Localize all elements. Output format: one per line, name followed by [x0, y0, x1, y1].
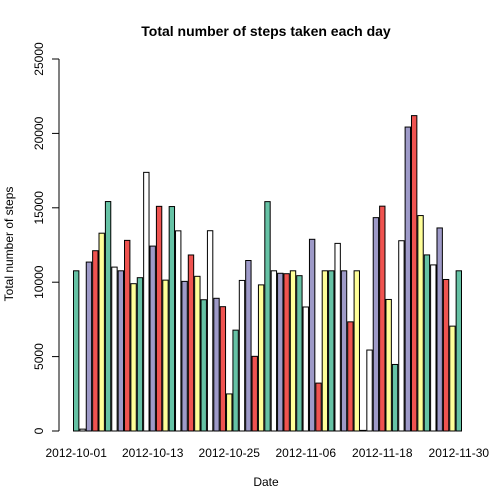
bar-2012-10-11 — [136, 277, 144, 432]
bar-2012-11-12 — [340, 270, 348, 432]
bar-2012-11-19 — [385, 298, 392, 432]
y-tick-label: 25000 — [32, 42, 46, 76]
bar-2012-10-15 — [162, 279, 169, 432]
bar-2012-11-17 — [372, 217, 380, 432]
bar-2012-10-04 — [92, 250, 99, 432]
bar-2012-10-30 — [257, 284, 265, 432]
bar-2012-10-29 — [251, 355, 258, 432]
bar-2012-11-15 — [359, 429, 367, 432]
bar-2012-10-20 — [194, 275, 201, 432]
bar-2012-10-02 — [79, 428, 86, 432]
bar-2012-11-11 — [334, 242, 341, 432]
y-axis: 0 5000 10000 15000 20000 25000 — [32, 42, 60, 434]
bar-2012-10-19 — [187, 254, 195, 432]
bars-group — [73, 115, 462, 432]
bar-2012-11-14 — [353, 270, 360, 432]
x-axis-label: Date — [253, 475, 279, 489]
bar-2012-10-23 — [213, 297, 220, 432]
bar-2012-10-25 — [226, 393, 233, 432]
x-tick-label: 2012-11-18 — [352, 446, 413, 460]
bar-2012-11-20 — [391, 363, 399, 432]
bar-2012-11-18 — [379, 205, 386, 432]
y-axis-label: Total number of steps — [2, 187, 16, 302]
bar-2012-10-28 — [245, 260, 252, 432]
bar-2012-11-10 — [328, 270, 335, 432]
bar-2012-10-01 — [73, 270, 80, 432]
bar-2012-10-24 — [219, 306, 227, 432]
y-tick-label: 0 — [32, 427, 46, 434]
bar-2012-11-06 — [302, 306, 309, 432]
x-tick-label: 2012-10-13 — [122, 446, 184, 460]
bar-2012-10-06 — [104, 201, 112, 432]
bar-2012-10-14 — [155, 205, 163, 432]
bar-2012-11-05 — [296, 275, 303, 432]
bar-2012-10-10 — [130, 283, 137, 432]
y-tick-label: 5000 — [32, 343, 46, 370]
bar-2012-11-08 — [315, 382, 322, 432]
bar-2012-11-03 — [283, 273, 290, 432]
bar-2012-10-16 — [168, 206, 176, 432]
x-tick-label: 2012-11-30 — [429, 446, 490, 460]
y-tick-label: 15000 — [32, 191, 46, 225]
bar-2012-10-07 — [111, 266, 118, 432]
bar-2012-10-08 — [117, 270, 125, 432]
bar-2012-10-17 — [175, 230, 182, 432]
bar-2012-11-23 — [410, 115, 418, 432]
x-tick-label: 2012-10-25 — [199, 446, 261, 460]
bar-2012-10-31 — [264, 201, 271, 432]
chart-title: Total number of steps taken each day — [141, 23, 391, 39]
bar-2012-11-07 — [308, 238, 316, 432]
bar-2012-10-13 — [149, 245, 156, 432]
x-axis: 2012-10-01 2012-10-13 2012-10-25 2012-11-06… — [45, 446, 489, 460]
bar-2012-11-26 — [430, 264, 437, 432]
bar-2012-11-13 — [347, 321, 354, 432]
bar-2012-11-01 — [270, 270, 278, 432]
x-tick-label: 2012-10-01 — [45, 446, 107, 460]
bar-2012-11-02 — [277, 272, 284, 432]
bar-2012-10-05 — [98, 232, 105, 432]
bar-2012-11-16 — [366, 349, 373, 432]
bar-2012-11-28 — [442, 278, 450, 432]
bar-2012-11-29 — [449, 325, 456, 432]
bar-2012-10-26 — [232, 329, 239, 432]
bar-2012-10-12 — [143, 171, 150, 432]
bar-2012-10-21 — [200, 299, 207, 432]
bar-2012-11-09 — [321, 270, 329, 432]
bar-2012-10-03 — [85, 261, 93, 432]
bar-2012-11-04 — [289, 270, 297, 432]
bar-2012-10-22 — [206, 230, 214, 432]
y-tick-label: 10000 — [32, 265, 46, 299]
bar-2012-10-09 — [124, 239, 131, 432]
bar-2012-10-27 — [238, 279, 246, 432]
x-tick-label: 2012-11-06 — [276, 446, 337, 460]
y-tick-label: 20000 — [32, 116, 46, 150]
bar-2012-10-18 — [181, 280, 188, 432]
bar-2012-11-24 — [417, 215, 424, 432]
bar-2012-11-21 — [398, 240, 405, 432]
bar-2012-11-27 — [436, 227, 443, 432]
bar-2012-11-30 — [455, 270, 462, 432]
bar-2012-11-22 — [404, 126, 411, 432]
bar-2012-11-25 — [423, 254, 431, 432]
